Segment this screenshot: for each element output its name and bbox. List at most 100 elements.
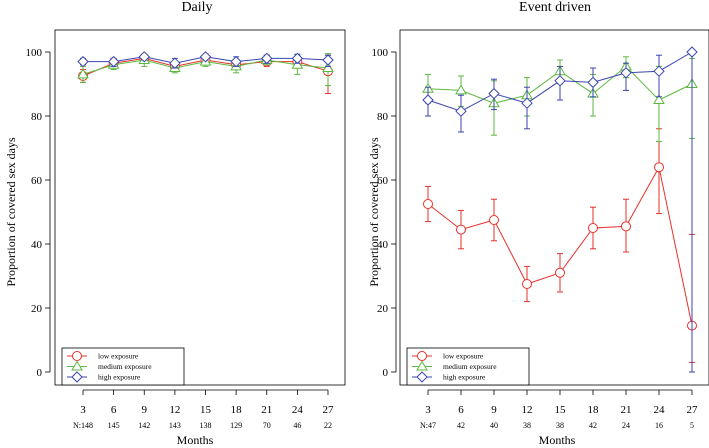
legend-marker	[416, 360, 428, 371]
chart-title: Event driven	[519, 0, 591, 15]
point-high	[322, 54, 334, 66]
point-low	[489, 215, 499, 225]
n-at-risk-label: 5	[690, 421, 694, 430]
point-medium	[322, 62, 334, 72]
x-tick-label: 15	[200, 404, 212, 416]
legend-entry-medium: medium exposure	[67, 360, 152, 371]
y-tick-label: 0	[37, 367, 43, 379]
point-high	[521, 97, 533, 109]
point-low	[522, 279, 532, 289]
point-high	[107, 55, 120, 68]
n-at-risk-label: 42	[457, 421, 465, 430]
point-high	[422, 94, 434, 106]
legend-marker	[71, 360, 83, 371]
legend-marker	[71, 371, 83, 383]
point-high	[686, 46, 698, 58]
x-tick-label: 21	[261, 404, 272, 416]
point-high	[291, 52, 304, 65]
x-tick-label: 6	[458, 404, 464, 416]
point-high	[455, 105, 467, 117]
n-at-risk-label: 42	[589, 421, 597, 430]
x-tick-label: 9	[491, 404, 497, 416]
x-tick-label: 12	[169, 404, 180, 416]
legend-label: medium exposure	[98, 362, 152, 371]
n-at-risk-label: 46	[293, 421, 301, 430]
n-at-risk-label: N:148	[73, 421, 93, 430]
n-at-risk-label: 24	[622, 421, 630, 430]
point-medium	[77, 68, 89, 79]
legend-marker	[72, 351, 82, 361]
n-at-risk-label: 143	[169, 421, 181, 430]
legend-entry-high: high exposure	[67, 371, 141, 383]
point-low	[588, 223, 598, 233]
point-medium	[653, 94, 665, 104]
x-tick-label: 18	[231, 404, 243, 416]
y-tick-label: 40	[31, 239, 43, 251]
n-at-risk-label: 38	[523, 421, 531, 430]
legend-entry-low: low exposure	[67, 351, 139, 361]
x-tick-label: 27	[687, 404, 699, 416]
y-tick-label: 60	[377, 175, 389, 187]
point-medium	[455, 84, 467, 95]
plot-frame	[54, 29, 346, 386]
y-tick-label: 20	[377, 303, 389, 315]
series-line-low	[427, 165, 693, 326]
legend-label: high exposure	[443, 373, 486, 382]
point-high	[488, 87, 500, 100]
point-low	[621, 221, 631, 232]
legend-label: medium exposure	[443, 362, 497, 371]
legend-label: low exposure	[443, 352, 484, 361]
n-at-risk-label: 38	[556, 421, 564, 430]
x-tick-label: 27	[323, 404, 335, 416]
n-at-risk-label: 138	[200, 421, 212, 430]
y-tick-label: 100	[372, 47, 389, 59]
point-low	[654, 162, 664, 173]
y-tick-label: 40	[377, 239, 389, 251]
point-high	[554, 75, 566, 87]
y-tick-label: 20	[31, 303, 43, 315]
point-high	[169, 57, 181, 69]
point-high	[77, 55, 89, 68]
point-low	[555, 267, 565, 278]
panel-event-driven: Event driven 0 20 40 60 80 100 Proportion of co…	[367, 0, 709, 447]
n-at-risk-label: N:47	[420, 421, 436, 430]
x-tick-label: 18	[588, 404, 600, 416]
plot-frame	[399, 29, 709, 386]
y-tick-label: 80	[31, 111, 43, 123]
y-tick-label: 80	[377, 111, 389, 123]
n-at-risk-label: 70	[263, 421, 271, 430]
point-high	[587, 76, 599, 89]
y-tick-label: 0	[383, 367, 389, 379]
x-tick-label: 15	[555, 404, 567, 416]
x-tick-label: 3	[80, 404, 86, 416]
chart-title: Daily	[181, 0, 212, 15]
legend-entry-high: high exposure	[412, 371, 486, 383]
n-at-risk-label: 145	[108, 421, 120, 430]
x-tick-label: 6	[111, 404, 117, 416]
n-at-risk-label: 142	[138, 421, 150, 430]
x-axis-label: Months	[539, 433, 576, 447]
n-at-risk-label: 22	[324, 421, 332, 430]
y-tick-label: 100	[26, 47, 43, 59]
n-at-risk-label: 129	[230, 421, 242, 430]
n-at-risk-label: 16	[655, 421, 663, 430]
x-tick-label: 24	[654, 404, 666, 416]
legend-label: high exposure	[98, 373, 141, 382]
legend-label: low exposure	[98, 352, 139, 361]
legend-marker	[417, 351, 427, 361]
n-at-risk-label: 40	[490, 421, 498, 430]
x-axis-label: Months	[177, 433, 214, 447]
legend-entry-low: low exposure	[412, 351, 484, 361]
point-high	[138, 51, 150, 63]
x-tick-label: 3	[425, 404, 431, 416]
point-high	[230, 55, 242, 68]
legend-entry-medium: medium exposure	[412, 360, 497, 371]
y-axis-label: Proportion of covered sex days	[4, 137, 18, 287]
point-high	[620, 67, 632, 79]
x-tick-label: 21	[621, 404, 632, 416]
y-tick-label: 60	[31, 175, 43, 187]
point-low	[456, 224, 466, 235]
